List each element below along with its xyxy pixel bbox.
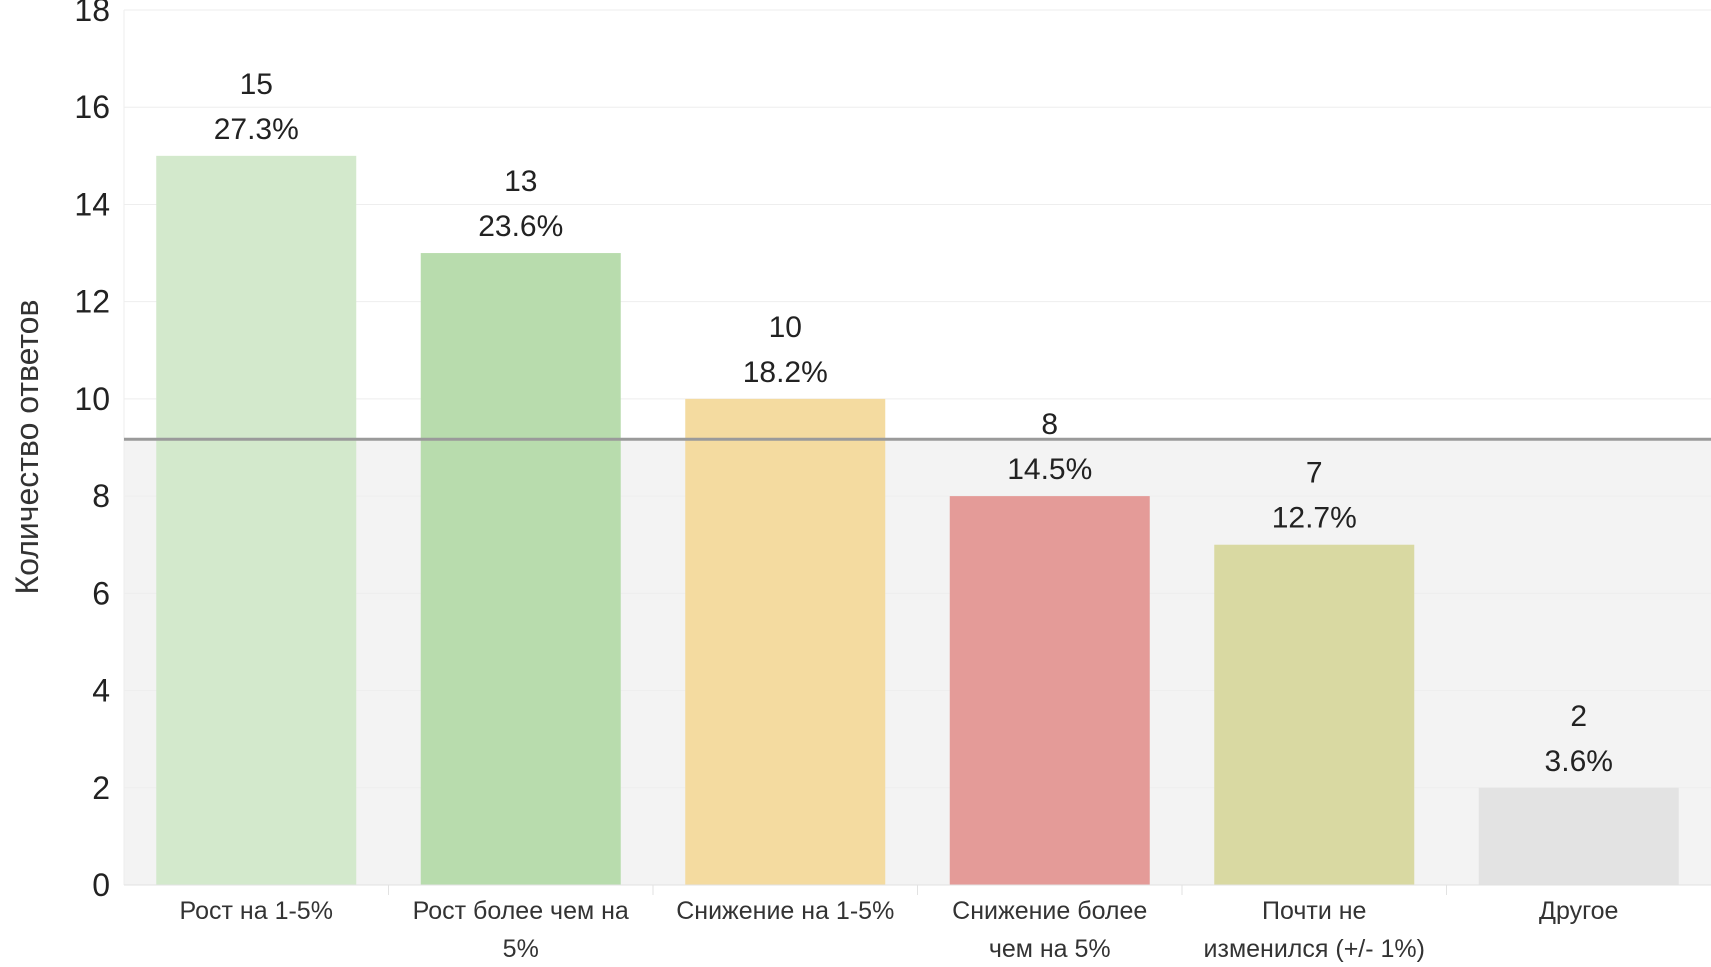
bar-value-label: 15 [240, 68, 273, 101]
x-tick-label: чем на 5% [989, 935, 1111, 962]
x-tick-label: Рост более чем на [413, 897, 629, 925]
bar [1478, 787, 1679, 885]
y-tick-label: 18 [74, 0, 110, 28]
x-axis-categories: Рост на 1-5% Рост более чем на 5% Снижение … [124, 884, 1711, 963]
y-tick-label: 8 [92, 478, 110, 514]
y-tick-label: 4 [92, 673, 110, 709]
bar [1214, 544, 1415, 885]
bar-value-label: 13 [504, 165, 537, 198]
bar-percent-label: 14.5% [1007, 453, 1092, 486]
bar [420, 253, 621, 886]
x-tick-label: изменился (+/- 1%) [1204, 935, 1425, 962]
bar-percent-label: 12.7% [1272, 502, 1357, 535]
bar-value-label: 7 [1306, 457, 1323, 490]
bar-value-label: 8 [1041, 408, 1058, 441]
y-axis-ticks: 0 2 4 6 8 10 12 14 16 18 [74, 0, 110, 903]
y-tick-label: 6 [92, 575, 110, 611]
bar-percent-label: 3.6% [1545, 745, 1613, 778]
y-axis-label: Количество ответов [9, 300, 45, 595]
bar-percent-label: 27.3% [214, 113, 299, 146]
y-tick-label: 2 [92, 770, 110, 806]
bar-value-label: 2 [1570, 700, 1587, 733]
bar-value-label: 10 [769, 311, 802, 344]
bar [949, 496, 1150, 885]
y-gridlines [123, 9, 1711, 885]
bar-percent-label: 23.6% [478, 210, 563, 243]
bar-percent-label: 18.2% [743, 356, 828, 389]
below-reference-band [124, 439, 1711, 885]
bar [685, 398, 886, 885]
x-tick-label: 5% [503, 935, 539, 962]
y-tick-label: 0 [92, 867, 110, 903]
reference-band [124, 439, 1711, 885]
x-tick-label: Почти не [1262, 897, 1366, 925]
bar [156, 155, 357, 886]
x-tick-label: Снижение более [952, 897, 1147, 925]
y-tick-label: 16 [74, 89, 110, 125]
x-tick-label: Снижение на 1-5% [676, 897, 894, 925]
x-tick-label: Рост на 1-5% [180, 897, 333, 925]
y-tick-label: 12 [74, 284, 110, 320]
y-tick-label: 10 [74, 381, 110, 417]
bars [156, 155, 1679, 886]
y-tick-label: 14 [74, 186, 110, 222]
x-tick-label: Другое [1539, 897, 1618, 925]
